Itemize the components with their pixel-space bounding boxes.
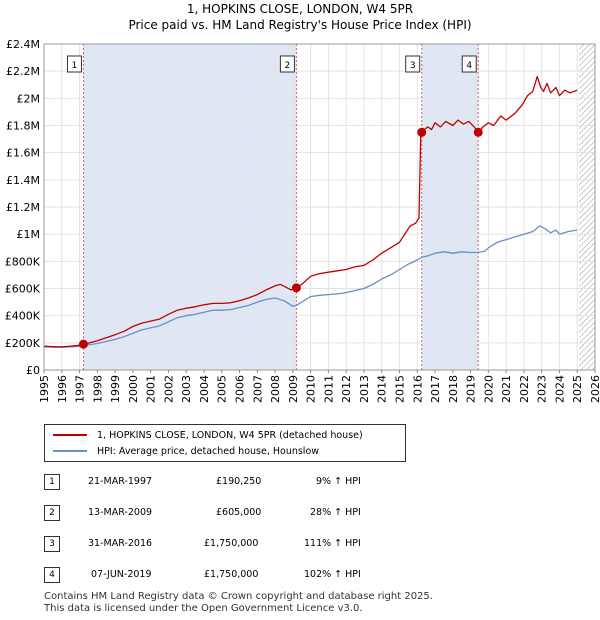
price-chart: 1 2 3 4 £0 £200K £400K £600K £800K £1M £1.2M £1.4M £… (5, 38, 600, 403)
x-tick-label: 2008 (269, 375, 282, 403)
legend-label-property: 1, HOPKINS CLOSE, LONDON, W4 5PR (detach… (97, 429, 363, 441)
x-tick-label: 2017 (429, 375, 442, 403)
y-tick-label: £2M (17, 92, 41, 105)
x-tick-label: 2015 (393, 375, 406, 403)
transaction-row: 4 07-JUN-2019 £1,750,000 102% ↑ HPI (44, 567, 404, 585)
x-tick-label: 2026 (589, 375, 600, 403)
y-tick-label: £1.8M (6, 120, 40, 133)
y-tick-label: £600K (5, 283, 41, 296)
x-tick-label: 2012 (340, 375, 353, 403)
x-tick-label: 2023 (536, 375, 549, 403)
transaction-date: 31-MAR-2016 (88, 538, 153, 549)
transaction-hpi: 111% ↑ HPI (304, 538, 361, 549)
y-tick-label: £400K (5, 310, 41, 323)
plot-frame (43, 43, 596, 371)
x-tick-label: 2011 (322, 375, 335, 403)
sale-number-label: 1 (72, 61, 78, 71)
x-tick-label: 2025 (571, 375, 584, 403)
y-tick-label: £2.2M (6, 65, 40, 78)
y-tick-label: £1.4M (6, 174, 40, 187)
x-tick-label: 1999 (109, 375, 122, 403)
x-tick-label: 2021 (500, 375, 513, 403)
sale-number-label: 2 (285, 61, 291, 71)
sale-number-label: 4 (466, 61, 472, 71)
y-tick-label: £1M (17, 228, 41, 241)
y-tick-label: £800K (5, 255, 41, 268)
x-tick-label: 2024 (553, 375, 566, 403)
x-tick-label: 1996 (56, 375, 69, 403)
transaction-price: £190,250 (216, 476, 262, 487)
sale-point (78, 339, 88, 349)
sale-number-box (66, 55, 82, 73)
legend-swatch-hpi (53, 450, 87, 452)
transaction-price: £1,750,000 (204, 569, 259, 580)
x-tick-label: 2005 (216, 375, 229, 403)
transaction-row: 3 31-MAR-2016 £1,750,000 111% ↑ HPI (44, 536, 404, 554)
footer-copyright: Contains HM Land Registry data © Crown c… (44, 591, 433, 602)
x-tick-label: 2014 (376, 375, 389, 403)
y-tick-label: £1.6M (6, 147, 40, 160)
transaction-hpi: 28% ↑ HPI (310, 507, 361, 518)
x-tick-label: 2002 (162, 375, 175, 403)
transaction-number: 3 (44, 536, 60, 552)
x-tick-label: 2019 (465, 375, 478, 403)
sale-number-box (405, 55, 421, 73)
legend-swatch-property (53, 434, 87, 436)
transaction-number: 2 (44, 505, 60, 521)
x-tick-label: 2018 (447, 375, 460, 403)
y-tick-label: £2.4M (6, 38, 40, 51)
x-tick-label: 2013 (358, 375, 371, 403)
x-tick-label: 1995 (38, 375, 51, 403)
x-tick-label: 2009 (287, 375, 300, 403)
transaction-number: 1 (44, 474, 60, 490)
sale-number-box (461, 55, 477, 73)
x-tick-label: 2006 (234, 375, 247, 403)
transaction-date: 07-JUN-2019 (91, 569, 152, 580)
transaction-number: 4 (44, 567, 60, 583)
chart-legend: 1, HOPKINS CLOSE, LONDON, W4 5PR (detach… (44, 424, 406, 462)
transaction-date: 13-MAR-2009 (88, 507, 153, 518)
transaction-hpi: 102% ↑ HPI (304, 569, 361, 580)
x-tick-label: 2001 (145, 375, 158, 403)
legend-label-hpi: HPI: Average price, detached house, Houn… (97, 445, 320, 457)
transaction-row: 2 13-MAR-2009 £605,000 28% ↑ HPI (44, 505, 404, 523)
chart-subtitle: Price paid vs. HM Land Registry's House … (128, 18, 472, 32)
chart-title: 1, HOPKINS CLOSE, LONDON, W4 5PR (186, 2, 414, 16)
hpi-series-line (43, 225, 578, 348)
legend-item-property: 1, HOPKINS CLOSE, LONDON, W4 5PR (detach… (53, 427, 363, 443)
x-tick-label: 2016 (411, 375, 424, 403)
y-tick-label: £200K (5, 337, 41, 350)
legend-item-hpi: HPI: Average price, detached house, Houn… (53, 443, 319, 459)
sale-point (291, 283, 301, 293)
footer-licence: This data is licensed under the Open Gov… (44, 603, 363, 614)
x-tick-label: 1998 (91, 375, 104, 403)
transaction-date: 21-MAR-1997 (88, 476, 153, 487)
transaction-row: 1 21-MAR-1997 £190,250 9% ↑ HPI (44, 474, 404, 492)
transaction-price: £605,000 (216, 507, 262, 518)
y-tick-label: £1.2M (6, 201, 40, 214)
x-tick-label: 2007 (251, 375, 264, 403)
x-tick-label: 1997 (74, 375, 87, 403)
sale-point (417, 127, 427, 137)
x-tick-label: 2010 (305, 375, 318, 403)
sale-number-label: 3 (410, 61, 416, 71)
x-tick-label: 2004 (198, 375, 211, 403)
sale-point (473, 127, 483, 137)
transaction-price: £1,750,000 (204, 538, 259, 549)
sale-number-box (279, 55, 295, 73)
y-tick-label: £0 (26, 364, 40, 377)
transaction-hpi: 9% ↑ HPI (316, 476, 361, 487)
x-tick-label: 2022 (518, 375, 531, 403)
property-series-line (43, 75, 578, 348)
x-tick-label: 2020 (482, 375, 495, 403)
x-tick-label: 2003 (180, 375, 193, 403)
x-tick-label: 2000 (127, 375, 140, 403)
